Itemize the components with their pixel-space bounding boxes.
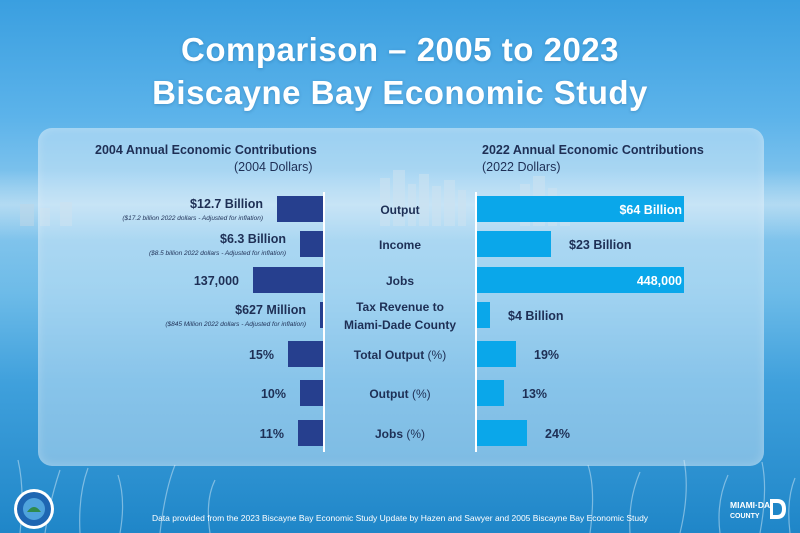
right-value-label-4: $4 Billion [508, 309, 564, 323]
left-bar-4 [320, 302, 323, 328]
right-column-subheader: (2022 Dollars) [482, 160, 561, 174]
logo-text-line-2: COUNTY [730, 513, 760, 520]
left-value-label-5: 15% [249, 348, 274, 362]
left-value-label-6: 10% [261, 387, 286, 401]
right-bar-4 [477, 302, 490, 328]
title-line-2: Biscayne Bay Economic Study [152, 74, 648, 111]
left-bar-2 [300, 231, 323, 257]
right-column-header: 2022 Annual Economic Contributions [482, 143, 704, 157]
comparison-panel [38, 128, 764, 466]
right-value-label-2: $23 Billion [569, 238, 632, 252]
category-label-7: Jobs (%) [375, 427, 425, 441]
right-bar-7 [477, 420, 527, 446]
category-label-2: Income [379, 238, 421, 252]
logo-text-line-1: MIAMI·DADE [730, 500, 782, 510]
right-bar-1 [477, 196, 684, 222]
right-value-label-7: 24% [545, 427, 570, 441]
right-bar-5 [477, 341, 516, 367]
category-label-4: Tax Revenue to [356, 300, 444, 314]
left-bar-6 [300, 380, 323, 406]
left-bar-3 [253, 267, 323, 293]
left-value-label-4: $627 Million [235, 303, 306, 317]
right-bar-2 [477, 231, 551, 257]
miami-dade-county-logo: MIAMI·DADE COUNTY [730, 499, 786, 520]
right-value-label-5: 19% [534, 348, 559, 362]
category-label-3: Jobs [386, 274, 414, 288]
right-value-label-3: 448,000 [637, 274, 682, 288]
category-label-6: Output (%) [369, 387, 430, 401]
category-label-1: Output [380, 203, 419, 217]
category-label-4-line-2: Miami-Dade County [344, 318, 456, 332]
left-value-label-7: 11% [260, 427, 284, 441]
left-inflation-note-1: ($17.2 billion 2022 dollars - Adjusted f… [122, 215, 263, 222]
category-label-5: Total Output (%) [354, 348, 446, 362]
left-column-header: 2004 Annual Economic Contributions [95, 143, 317, 157]
left-bar-1 [277, 196, 323, 222]
right-value-label-6: 13% [522, 387, 547, 401]
footer-source-note: Data provided from the 2023 Biscayne Bay… [151, 513, 649, 523]
county-seal-logo [14, 489, 54, 529]
left-bar-5 [288, 341, 323, 367]
left-inflation-note-2: ($8.5 billion 2022 dollars - Adjusted fo… [149, 250, 286, 257]
left-value-label-1: $12.7 Billion [190, 197, 263, 211]
right-bar-3 [477, 267, 684, 293]
main-title: Comparison – 2005 to 2023 Biscayne Bay E… [0, 28, 800, 114]
left-inflation-note-4: ($845 Million 2022 dollars - Adjusted fo… [165, 321, 306, 328]
left-column-subheader: (2004 Dollars) [234, 160, 313, 174]
left-value-label-2: $6.3 Billion [220, 232, 286, 246]
left-bar-7 [298, 420, 323, 446]
right-value-label-1: $64 Billion [619, 203, 682, 217]
title-line-1: Comparison – 2005 to 2023 [180, 31, 620, 68]
right-bar-6 [477, 380, 504, 406]
left-value-label-3: 137,000 [194, 274, 239, 288]
